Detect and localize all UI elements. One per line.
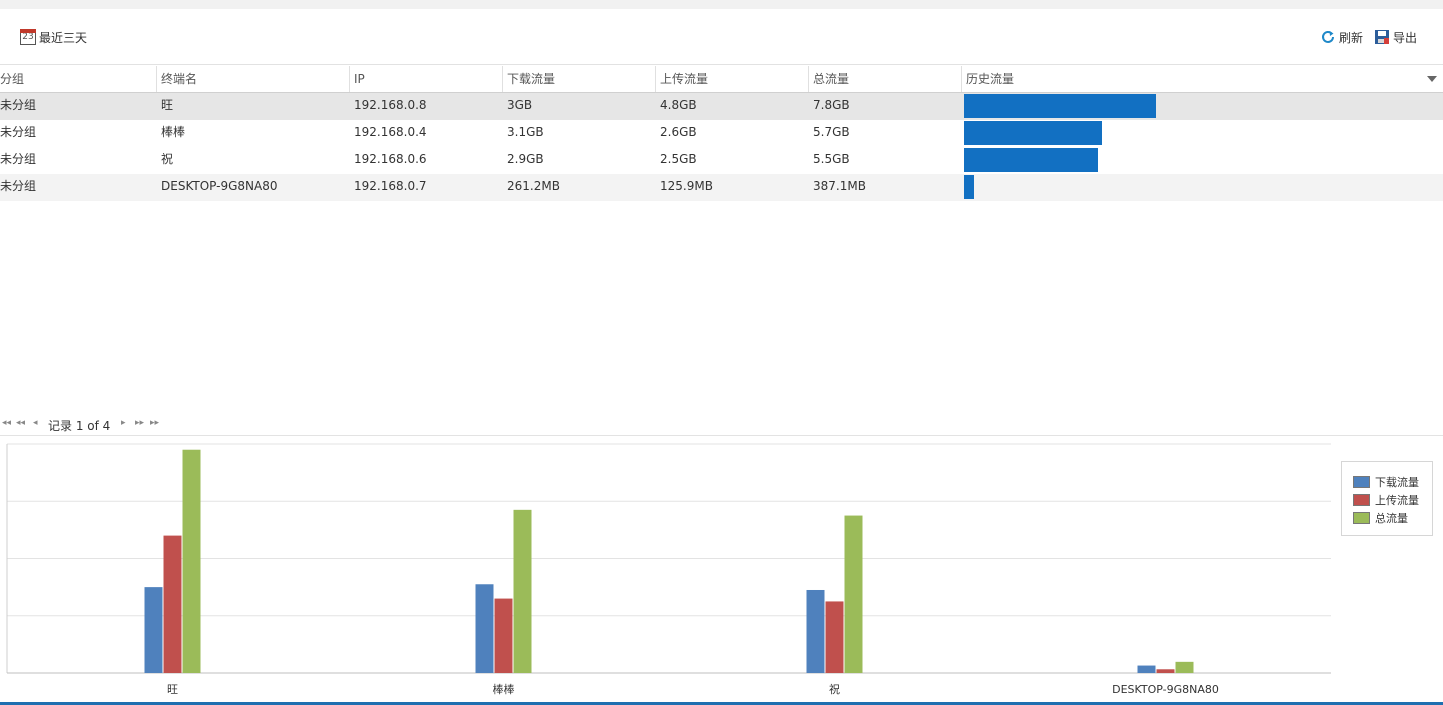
cell-group: 未分组 bbox=[0, 125, 37, 139]
column-header-total[interactable]: 总流量 bbox=[808, 66, 961, 92]
top-strip bbox=[0, 0, 1443, 9]
prev-block-icon[interactable]: ◂◂ bbox=[16, 418, 26, 428]
history-traffic-bar bbox=[964, 148, 1098, 172]
chart-category-label: 棒棒 bbox=[493, 682, 515, 696]
cell-download: 3.1GB bbox=[507, 125, 544, 139]
first-page-icon[interactable]: ◂◂ bbox=[2, 418, 12, 428]
chart-bar bbox=[475, 584, 494, 673]
chart-bar bbox=[494, 598, 513, 673]
grid-header: 分组 终端名 IP 下载流量 上传流量 总流量 历史流量 bbox=[0, 66, 1443, 93]
refresh-button[interactable]: 刷新 bbox=[1320, 27, 1363, 47]
prev-page-icon[interactable]: ◂ bbox=[33, 418, 38, 428]
chart-category-label: 祝 bbox=[829, 682, 840, 696]
legend-label: 下载流量 bbox=[1375, 476, 1419, 489]
legend-item-download: 下载流量 bbox=[1353, 474, 1419, 490]
cell-total: 387.1MB bbox=[813, 179, 866, 193]
chart-bar bbox=[182, 449, 201, 673]
cell-total: 5.7GB bbox=[813, 125, 850, 139]
cell-download: 3GB bbox=[507, 98, 533, 112]
export-button[interactable]: 导出 bbox=[1374, 27, 1417, 47]
cell-upload: 2.5GB bbox=[660, 152, 697, 166]
chart-legend: 下载流量 上传流量 总流量 bbox=[1341, 461, 1433, 536]
chart-bar bbox=[513, 509, 532, 673]
legend-item-total: 总流量 bbox=[1353, 510, 1408, 526]
chart-bar bbox=[825, 601, 844, 673]
cell-terminal-name: 祝 bbox=[161, 152, 174, 166]
legend-item-upload: 上传流量 bbox=[1353, 492, 1419, 508]
chart-bar bbox=[1175, 661, 1194, 673]
last-page-icon[interactable]: ▸▸ bbox=[150, 418, 160, 428]
cell-group: 未分组 bbox=[0, 98, 37, 112]
column-header-terminal-name[interactable]: 终端名 bbox=[156, 66, 349, 92]
chart-category-label: 旺 bbox=[167, 683, 178, 696]
export-label: 导出 bbox=[1393, 30, 1418, 45]
table-row[interactable]: 未分组 棒棒 192.168.0.4 3.1GB 2.6GB 5.7GB bbox=[0, 120, 1443, 147]
next-page-icon[interactable]: ▸ bbox=[121, 418, 126, 428]
cell-total: 7.8GB bbox=[813, 98, 850, 112]
refresh-icon bbox=[1322, 30, 1334, 43]
legend-label: 总流量 bbox=[1375, 512, 1408, 525]
legend-label: 上传流量 bbox=[1375, 494, 1419, 507]
history-traffic-bar bbox=[964, 121, 1102, 145]
cell-terminal-name: 棒棒 bbox=[161, 125, 186, 139]
history-traffic-bar bbox=[964, 94, 1156, 118]
history-traffic-bar bbox=[964, 175, 974, 199]
cell-group: 未分组 bbox=[0, 179, 37, 193]
sort-dropdown-icon[interactable] bbox=[1427, 76, 1437, 82]
cell-terminal-name: DESKTOP-9G8NA80 bbox=[161, 179, 278, 193]
cell-download: 2.9GB bbox=[507, 152, 544, 166]
column-header-group[interactable]: 分组 bbox=[0, 72, 25, 86]
cell-terminal-name: 旺 bbox=[161, 98, 174, 112]
chart-bar bbox=[144, 587, 163, 673]
record-counter: 记录 1 of 4 bbox=[48, 419, 111, 433]
cell-upload: 2.6GB bbox=[660, 125, 697, 139]
column-header-history[interactable]: 历史流量 bbox=[961, 66, 1443, 92]
chart-bar bbox=[1137, 665, 1156, 673]
chart-bar bbox=[806, 589, 825, 673]
refresh-label: 刷新 bbox=[1339, 30, 1364, 45]
chart-bar bbox=[844, 515, 863, 673]
bottom-border bbox=[0, 702, 1443, 705]
cell-ip: 192.168.0.8 bbox=[354, 98, 427, 112]
cell-ip: 192.168.0.6 bbox=[354, 152, 427, 166]
table-row[interactable]: 未分组 祝 192.168.0.6 2.9GB 2.5GB 5.5GB bbox=[0, 147, 1443, 174]
cell-ip: 192.168.0.4 bbox=[354, 125, 427, 139]
cell-ip: 192.168.0.7 bbox=[354, 179, 427, 193]
pager: ◂◂ ◂◂ ◂ 记录 1 of 4 ▸ ▸▸ ▸▸ bbox=[0, 416, 1443, 436]
traffic-bar-chart: 旺 棒棒 祝 DESKTOP-9G8NA80 bbox=[6, 443, 1331, 696]
table-row[interactable]: 未分组 旺 192.168.0.8 3GB 4.8GB 7.8GB bbox=[0, 93, 1443, 120]
legend-swatch bbox=[1353, 512, 1370, 524]
grid-body: 未分组 旺 192.168.0.8 3GB 4.8GB 7.8GB 未分组 棒棒… bbox=[0, 93, 1443, 201]
table-row[interactable]: 未分组 DESKTOP-9G8NA80 192.168.0.7 261.2MB … bbox=[0, 174, 1443, 201]
chart-bar bbox=[1156, 669, 1175, 673]
cell-group: 未分组 bbox=[0, 152, 37, 166]
column-header-download[interactable]: 下载流量 bbox=[502, 66, 655, 92]
chart-category-label: DESKTOP-9G8NA80 bbox=[1112, 683, 1219, 696]
toolbar: 23 最近三天 刷新 导出 bbox=[0, 9, 1443, 65]
calendar-icon: 23 bbox=[20, 29, 36, 45]
date-range-label: 最近三天 bbox=[39, 30, 88, 45]
save-icon bbox=[1375, 30, 1389, 44]
cell-upload: 4.8GB bbox=[660, 98, 697, 112]
next-block-icon[interactable]: ▸▸ bbox=[135, 418, 145, 428]
column-header-history-label: 历史流量 bbox=[966, 72, 1015, 86]
legend-swatch bbox=[1353, 476, 1370, 488]
column-header-ip[interactable]: IP bbox=[349, 66, 502, 92]
cell-upload: 125.9MB bbox=[660, 179, 713, 193]
cell-download: 261.2MB bbox=[507, 179, 560, 193]
date-range-button[interactable]: 23 最近三天 bbox=[20, 27, 87, 47]
cell-total: 5.5GB bbox=[813, 152, 850, 166]
column-header-upload[interactable]: 上传流量 bbox=[655, 66, 808, 92]
chart-bar bbox=[163, 535, 182, 673]
legend-swatch bbox=[1353, 494, 1370, 506]
